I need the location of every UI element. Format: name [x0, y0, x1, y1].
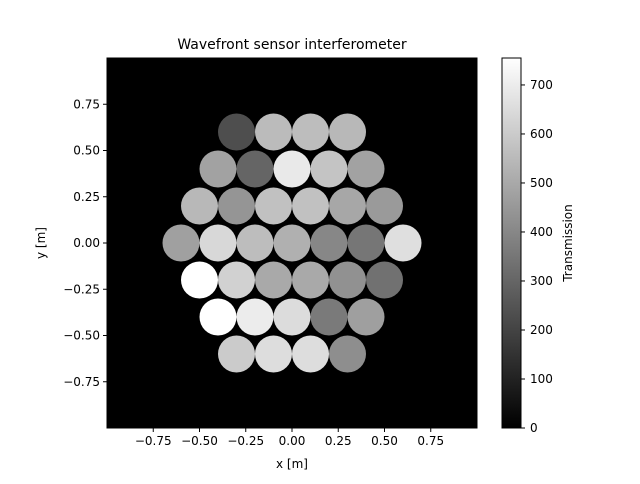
y-tick-label: −0.75 — [63, 375, 100, 389]
segment-31 — [310, 298, 348, 336]
segment-6 — [273, 150, 311, 188]
colorbar-label: Transmission — [561, 204, 575, 283]
segment-15 — [162, 224, 200, 262]
segment-25 — [292, 261, 329, 299]
y-axis-label: y [m] — [34, 227, 48, 259]
segment-27 — [366, 261, 403, 299]
segment-11 — [255, 187, 292, 225]
segment-30 — [273, 298, 311, 336]
colorbar-tick-label: 600 — [530, 127, 553, 141]
segment-18 — [273, 224, 311, 262]
segment-12 — [292, 187, 329, 225]
colorbar-tick-label: 700 — [530, 78, 553, 92]
x-tick-label: −0.75 — [135, 434, 172, 448]
segment-35 — [292, 335, 329, 373]
x-tick-label: −0.50 — [181, 434, 218, 448]
segment-26 — [329, 261, 366, 299]
segment-33 — [218, 335, 255, 373]
segment-5 — [236, 150, 274, 188]
y-axis: −0.75 −0.50 −0.25 0.00 0.25 0.50 0.75 — [63, 97, 107, 389]
x-tick-label: 0.75 — [417, 434, 444, 448]
segment-17 — [236, 224, 274, 262]
segment-4 — [199, 150, 237, 188]
segment-23 — [218, 261, 255, 299]
segment-24 — [255, 261, 292, 299]
colorbar-tick-label: 400 — [530, 225, 553, 239]
y-tick-label: 0.50 — [73, 144, 100, 158]
segment-3 — [329, 113, 366, 151]
segment-14 — [366, 187, 403, 225]
segment-36 — [329, 335, 366, 373]
x-tick-label: 0.00 — [279, 434, 306, 448]
segment-34 — [255, 335, 292, 373]
segment-20 — [347, 224, 385, 262]
segment-32 — [347, 298, 385, 336]
colorbar — [501, 57, 522, 429]
colorbar-tick-label: 500 — [530, 176, 553, 190]
segment-22 — [181, 261, 218, 299]
segment-16 — [199, 224, 237, 262]
y-tick-label: −0.25 — [63, 282, 100, 296]
segment-0 — [218, 113, 255, 151]
segment-2 — [292, 113, 329, 151]
x-axis-label: x [m] — [276, 457, 308, 471]
colorbar-tick-label: 200 — [530, 323, 553, 337]
segment-21 — [384, 224, 422, 262]
x-tick-label: 0.50 — [371, 434, 398, 448]
x-axis: −0.75 −0.50 −0.25 0.00 0.25 0.50 0.75 — [135, 428, 444, 448]
colorbar-tick-label: 0 — [530, 421, 538, 435]
segment-7 — [310, 150, 348, 188]
segment-28 — [199, 298, 237, 336]
y-tick-label: 0.00 — [73, 236, 100, 250]
y-tick-label: 0.75 — [73, 97, 100, 111]
segment-19 — [310, 224, 348, 262]
segment-9 — [181, 187, 218, 225]
segment-1 — [255, 113, 292, 151]
segment-29 — [236, 298, 274, 336]
y-tick-label: 0.25 — [73, 190, 100, 204]
colorbar-tick-label: 100 — [530, 372, 553, 386]
chart-title: Wavefront sensor interferometer — [177, 37, 407, 53]
segments-group — [162, 113, 422, 373]
segment-13 — [329, 187, 366, 225]
x-tick-label: 0.25 — [325, 434, 352, 448]
segment-10 — [218, 187, 255, 225]
y-tick-label: −0.50 — [63, 329, 100, 343]
segment-8 — [347, 150, 385, 188]
x-tick-label: −0.25 — [227, 434, 264, 448]
colorbar-axis: 0 100 200 300 400 500 600 700 — [521, 78, 553, 435]
colorbar-tick-label: 300 — [530, 274, 553, 288]
